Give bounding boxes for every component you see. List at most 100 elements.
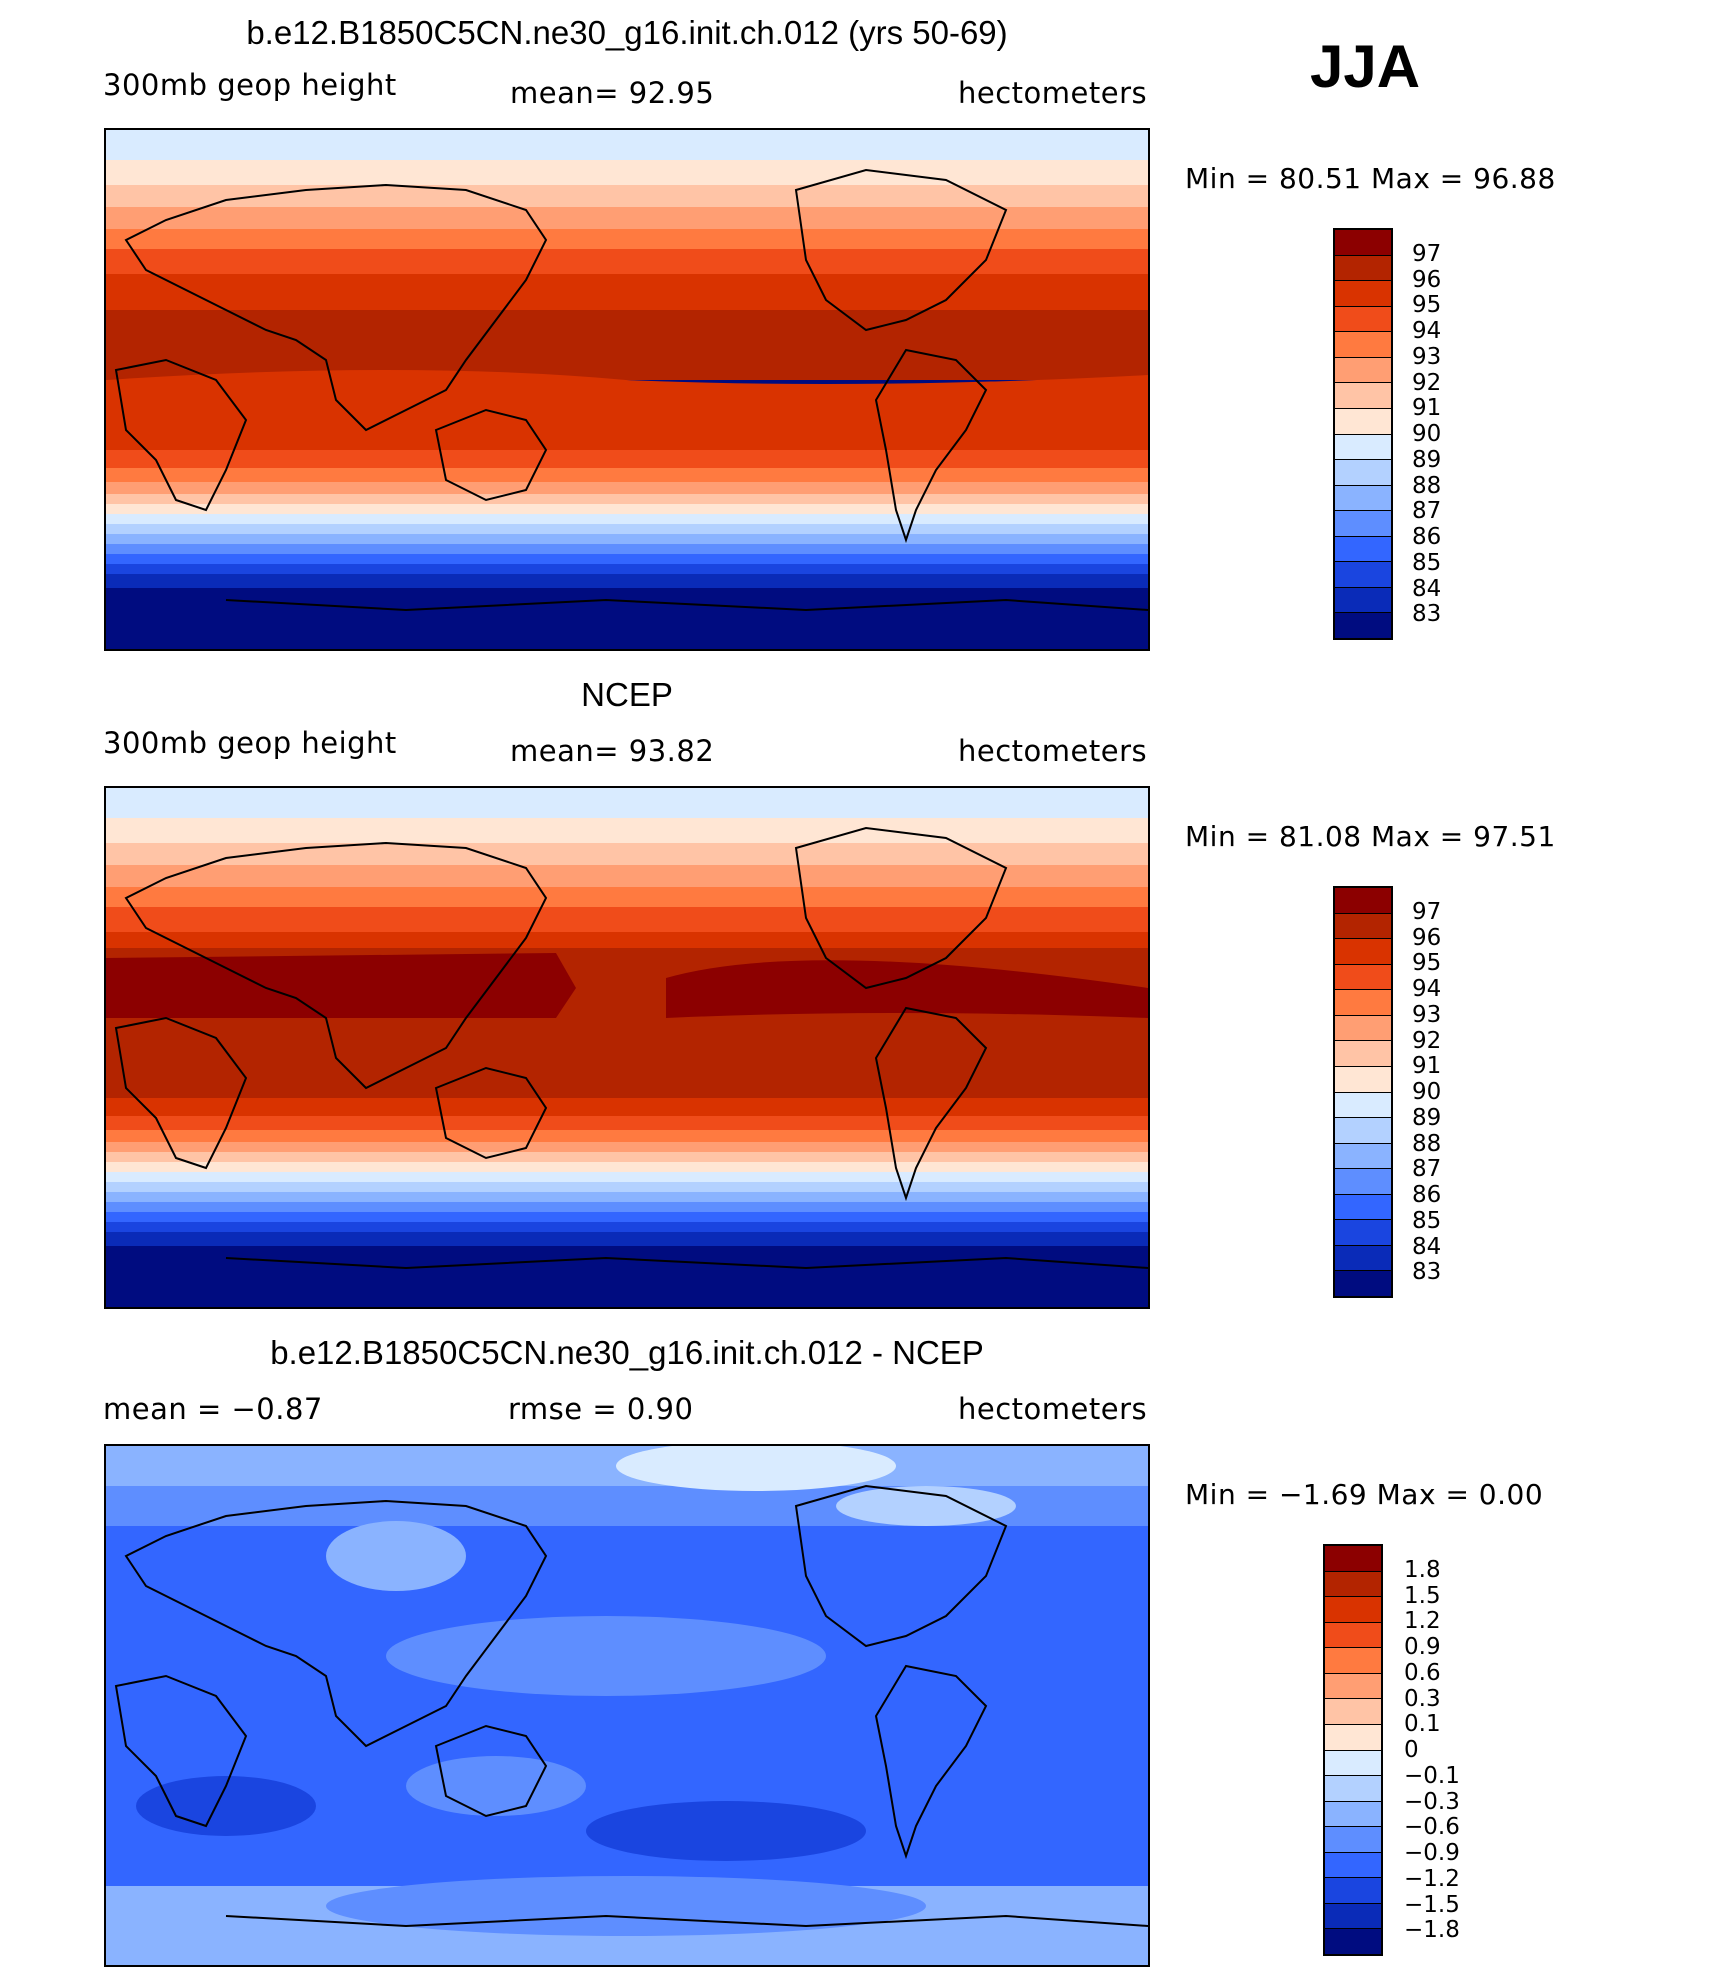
panel-3-map	[104, 1444, 1150, 1967]
colorbar-swatch	[1335, 1245, 1391, 1272]
colorbar-swatch	[1325, 1776, 1381, 1802]
colorbar-swatch	[1325, 1571, 1381, 1598]
panel-3-units-label: hectometers	[958, 1392, 1148, 1426]
colorbar-swatch	[1335, 383, 1391, 409]
panel-1-map-svg	[106, 130, 1148, 649]
panel-3-min-max: Min = −1.69 Max = 0.00	[1185, 1478, 1544, 1511]
colorbar-swatch	[1325, 1673, 1381, 1700]
colorbar-swatch	[1335, 1118, 1391, 1144]
colorbar-label: −1.2	[1404, 1865, 1460, 1892]
colorbar-1	[1333, 228, 1393, 640]
colorbar-swatch	[1325, 1622, 1381, 1649]
colorbar-label: 0.3	[1404, 1685, 1441, 1712]
colorbar-label: 95	[1412, 292, 1442, 319]
colorbar-swatch	[1335, 332, 1391, 358]
colorbar-swatch	[1325, 1852, 1381, 1879]
panel-1-map	[104, 128, 1150, 651]
colorbar-label: −1.8	[1404, 1917, 1460, 1944]
colorbar-swatch	[1325, 1597, 1381, 1623]
colorbar-swatch	[1335, 255, 1391, 282]
colorbar-label: 92	[1412, 1027, 1442, 1054]
colorbar-swatch	[1325, 1801, 1381, 1828]
colorbar-swatch	[1325, 1648, 1381, 1674]
colorbar-swatch	[1335, 230, 1391, 256]
colorbar-label: 0	[1404, 1737, 1419, 1763]
colorbar-label: 86	[1412, 1182, 1442, 1208]
colorbar-swatch	[1335, 536, 1391, 563]
panel-3-mean-label: mean = −0.87	[103, 1392, 323, 1426]
colorbar-label: 93	[1412, 343, 1442, 370]
colorbar-label: 94	[1412, 976, 1442, 1002]
panel-1-units-label: hectometers	[958, 76, 1148, 110]
colorbar-swatch	[1335, 888, 1391, 914]
colorbar-swatch	[1335, 913, 1391, 940]
panel-2-units-label: hectometers	[958, 734, 1148, 768]
panel-2-map-svg	[106, 788, 1148, 1307]
colorbar-label: 93	[1412, 1001, 1442, 1028]
colorbar-swatch	[1335, 1143, 1391, 1170]
colorbar-label: 97	[1412, 240, 1442, 267]
colorbar-label: −0.3	[1404, 1788, 1460, 1815]
colorbar-swatch	[1325, 1929, 1381, 1954]
colorbar-swatch	[1335, 1092, 1391, 1119]
colorbar-label: 87	[1412, 498, 1442, 525]
colorbar-label: 0.9	[1404, 1634, 1441, 1660]
colorbar-label: 87	[1412, 1156, 1442, 1183]
colorbar-swatch	[1335, 1169, 1391, 1195]
colorbar-label: 1.8	[1404, 1556, 1441, 1583]
colorbar-swatch	[1335, 511, 1391, 537]
colorbar-label: 92	[1412, 369, 1442, 396]
colorbar-swatch	[1335, 281, 1391, 307]
colorbar-label: 85	[1412, 549, 1442, 576]
panel-1-variable-label: 300mb geop height	[103, 68, 397, 102]
colorbar-label: 97	[1412, 898, 1442, 925]
colorbar-swatch	[1325, 1878, 1381, 1904]
colorbar-label: −0.6	[1404, 1814, 1460, 1841]
colorbar-swatch	[1325, 1827, 1381, 1853]
colorbar-label: 91	[1412, 1053, 1442, 1080]
panel-2-mean-label: mean= 93.82	[510, 734, 715, 768]
colorbar-swatch	[1325, 1699, 1381, 1725]
colorbar-label: 84	[1412, 1233, 1442, 1260]
colorbar-swatch	[1335, 964, 1391, 991]
colorbar-swatch	[1335, 408, 1391, 435]
colorbar-swatch	[1335, 434, 1391, 461]
colorbar-swatch	[1335, 1271, 1391, 1296]
colorbar-swatch	[1335, 587, 1391, 614]
colorbar-label: 90	[1412, 421, 1442, 447]
colorbar-label: 83	[1412, 1259, 1442, 1286]
colorbar-label: 84	[1412, 575, 1442, 602]
season-label: JJA	[1310, 33, 1421, 100]
panel-2-variable-label: 300mb geop height	[103, 726, 397, 760]
colorbar-swatch	[1335, 460, 1391, 486]
colorbar-swatch	[1335, 1194, 1391, 1221]
panel-2-map	[104, 786, 1150, 1309]
colorbar-label: 85	[1412, 1207, 1442, 1234]
colorbar-swatch	[1335, 562, 1391, 588]
colorbar-swatch	[1335, 1041, 1391, 1067]
colorbar-label: −0.9	[1404, 1840, 1460, 1866]
colorbar-swatch	[1335, 939, 1391, 965]
colorbar-swatch	[1335, 613, 1391, 638]
panel-1-min-max: Min = 80.51 Max = 96.88	[1185, 162, 1556, 195]
colorbar-label: 0.1	[1404, 1711, 1441, 1738]
panel-3-map-svg	[106, 1446, 1148, 1965]
colorbar-swatch	[1335, 485, 1391, 512]
colorbar-label: 1.5	[1404, 1582, 1441, 1609]
panel-3-title: b.e12.B1850C5CN.ne30_g16.init.ch.012 - N…	[270, 1334, 984, 1371]
colorbar-label: 96	[1412, 266, 1442, 293]
colorbar-swatch	[1335, 357, 1391, 384]
colorbar-label: 89	[1412, 1104, 1442, 1131]
panel-3-rmse-label: rmse = 0.90	[508, 1392, 694, 1426]
panel-2-min-max: Min = 81.08 Max = 97.51	[1185, 820, 1556, 853]
panel-1-title: b.e12.B1850C5CN.ne30_g16.init.ch.012 (yr…	[246, 14, 1008, 51]
colorbar-swatch	[1325, 1903, 1381, 1930]
colorbar-swatch	[1335, 1015, 1391, 1042]
colorbar-2	[1333, 886, 1393, 1298]
colorbar-swatch	[1335, 1220, 1391, 1246]
colorbar-label: 90	[1412, 1079, 1442, 1105]
colorbar-label: 1.2	[1404, 1608, 1441, 1635]
colorbar-swatch	[1325, 1750, 1381, 1777]
colorbar-3	[1323, 1544, 1383, 1956]
colorbar-label: −1.5	[1404, 1891, 1460, 1918]
